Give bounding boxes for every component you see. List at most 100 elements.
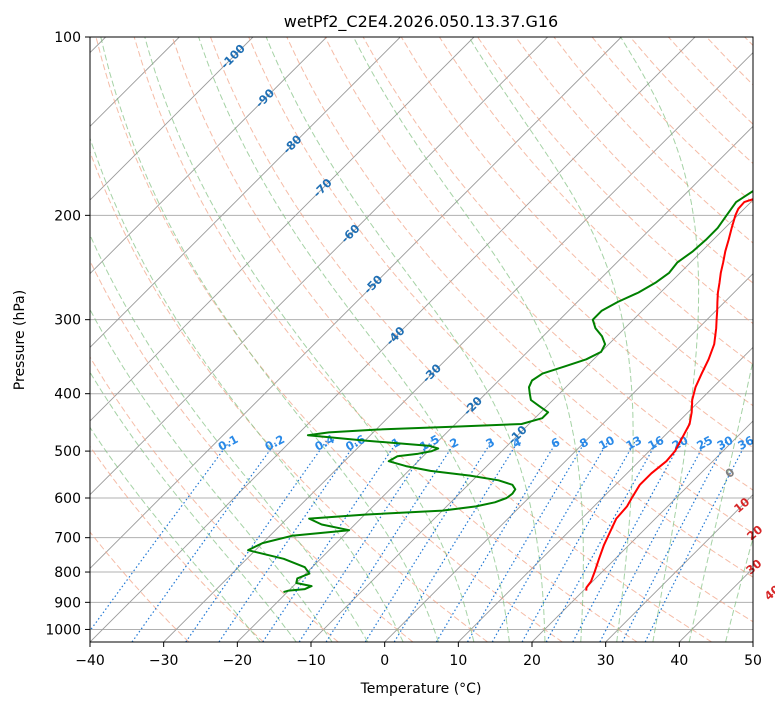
y-tick-label: 900 xyxy=(54,595,81,611)
profile-lines xyxy=(247,189,753,594)
y-tick-label: 800 xyxy=(54,565,81,581)
y-axis-label: Pressure (hPa) xyxy=(12,290,28,390)
isotherm-label: -40 xyxy=(383,324,408,349)
isotherm-label: -50 xyxy=(361,272,386,297)
mixing-ratio-line xyxy=(435,440,558,642)
isotherm-line xyxy=(752,641,753,642)
mixing-ratio-line xyxy=(218,440,358,642)
x-tick-label: 20 xyxy=(523,653,541,669)
mixing-ratio-line xyxy=(621,440,728,642)
mixing-ratio-label: 13 xyxy=(623,433,644,453)
dry-adiabat-line xyxy=(90,259,414,642)
isotherm-line xyxy=(90,37,327,275)
x-tick-label: 50 xyxy=(744,653,762,669)
dry-adiabat-line xyxy=(95,37,563,642)
dry-adiabat-line xyxy=(171,37,712,642)
moist-adiabat-label: 20 xyxy=(744,522,765,543)
isotherm-line xyxy=(90,37,622,569)
mixing-ratio-line xyxy=(90,440,231,632)
moist-adiabat-line xyxy=(725,536,753,642)
isotherm-label: -100 xyxy=(218,41,248,71)
x-tick-label: −30 xyxy=(149,653,179,669)
mixing-ratio-label: 30 xyxy=(715,433,736,453)
plot-frame xyxy=(89,36,754,643)
mixing-ratio-line xyxy=(644,440,748,642)
dry-adiabat-line xyxy=(668,37,753,125)
dewpoint-line xyxy=(247,189,753,594)
dry-adiabat-line xyxy=(248,37,753,578)
moist-adiabat-line xyxy=(144,37,475,642)
mixing-ratio-label: 2 xyxy=(447,435,461,451)
mixing-ratio-label: 0.1 xyxy=(216,432,241,454)
moist-adiabat-label: 30 xyxy=(743,556,764,577)
isotherm-line xyxy=(90,37,696,642)
isotherm-label: -80 xyxy=(280,132,305,157)
mixing-ratio-line xyxy=(393,440,520,642)
isotherm-line xyxy=(90,37,254,201)
mixing-ratio-line xyxy=(298,440,432,642)
mixing-ratio-line xyxy=(131,440,278,642)
isotherm-line xyxy=(531,420,753,642)
isotherm-line xyxy=(237,125,753,642)
mixing-ratio-line xyxy=(572,440,683,642)
mixing-ratio-line xyxy=(364,440,493,642)
dry-adiabat-line xyxy=(133,37,638,642)
x-tick-label: −10 xyxy=(296,653,326,669)
y-tick-label: 300 xyxy=(54,313,81,329)
dry-adiabat-line xyxy=(553,37,753,244)
dry-adiabat-line xyxy=(706,37,753,86)
y-axis: 100 200 300 400 500 600 700 800 900 1000 xyxy=(45,30,90,638)
mixing-ratio-line xyxy=(262,440,399,642)
isotherm-label: -20 xyxy=(460,394,485,419)
y-tick-label: 200 xyxy=(54,208,81,224)
dry-adiabat-line xyxy=(400,37,753,407)
dry-adiabat-line xyxy=(515,37,753,284)
mixing-ratio-line xyxy=(185,440,328,642)
x-tick-label: 30 xyxy=(597,653,615,669)
dry-adiabat-line xyxy=(90,445,264,642)
dry-adiabat-line xyxy=(90,531,190,642)
mixing-ratio-label: 25 xyxy=(694,433,715,453)
isotherm-label: -60 xyxy=(338,221,363,246)
temperature-line xyxy=(585,198,753,591)
y-tick-label: 500 xyxy=(54,444,81,460)
mixing-ratio-label: 16 xyxy=(645,433,666,453)
dry-adiabat-line xyxy=(90,150,488,642)
mixing-ratio-label: 36 xyxy=(735,433,756,453)
moist-adiabat-line xyxy=(468,37,634,642)
mixing-ratio-line xyxy=(491,440,609,642)
isotherm-line xyxy=(384,273,753,642)
x-axis: −40 −30 −20 −10 0 10 20 30 40 50 xyxy=(75,642,762,669)
mixing-ratio-line xyxy=(545,440,659,642)
dry-adiabat-line xyxy=(591,37,753,204)
dry-adiabat-line xyxy=(438,37,753,366)
moist-adiabat-line xyxy=(688,358,753,642)
isotherm-line xyxy=(90,37,401,348)
isotherm-label: -70 xyxy=(310,176,335,201)
moist-adiabat-line xyxy=(90,426,261,642)
isotherm-line xyxy=(605,494,753,642)
y-tick-label: 600 xyxy=(54,491,81,507)
background-lines xyxy=(90,37,753,642)
chart-title: wetPf2_C2E4.2026.050.13.37.G16 xyxy=(284,12,558,32)
mixing-ratio-line xyxy=(521,440,637,642)
y-tick-label: 1000 xyxy=(45,622,81,638)
mixing-ratio-label: 0.6 xyxy=(343,432,368,454)
mixing-ratio-label: 8 xyxy=(577,435,591,451)
y-tick-label: 700 xyxy=(54,531,81,547)
mixing-ratio-line xyxy=(466,440,587,642)
moist-adiabat-line xyxy=(620,37,700,642)
moist-adiabat-line xyxy=(90,136,404,642)
background-line-labels: -100-90-80-70-60-50-40-30-20-100.1 0.2 0.4… xyxy=(216,41,775,603)
dry-adiabat-line xyxy=(210,37,753,623)
moist-adiabat-line xyxy=(90,308,333,642)
mixing-ratio-line xyxy=(325,440,457,642)
isotherm-line xyxy=(163,52,753,642)
moist-adiabat-line xyxy=(353,37,584,642)
mixing-ratio-label: 0.2 xyxy=(262,432,287,454)
moist-adiabat-line xyxy=(265,37,546,642)
x-tick-label: 0 xyxy=(380,653,389,669)
dry-adiabat-line xyxy=(286,37,753,534)
isotherm-line xyxy=(458,346,753,642)
